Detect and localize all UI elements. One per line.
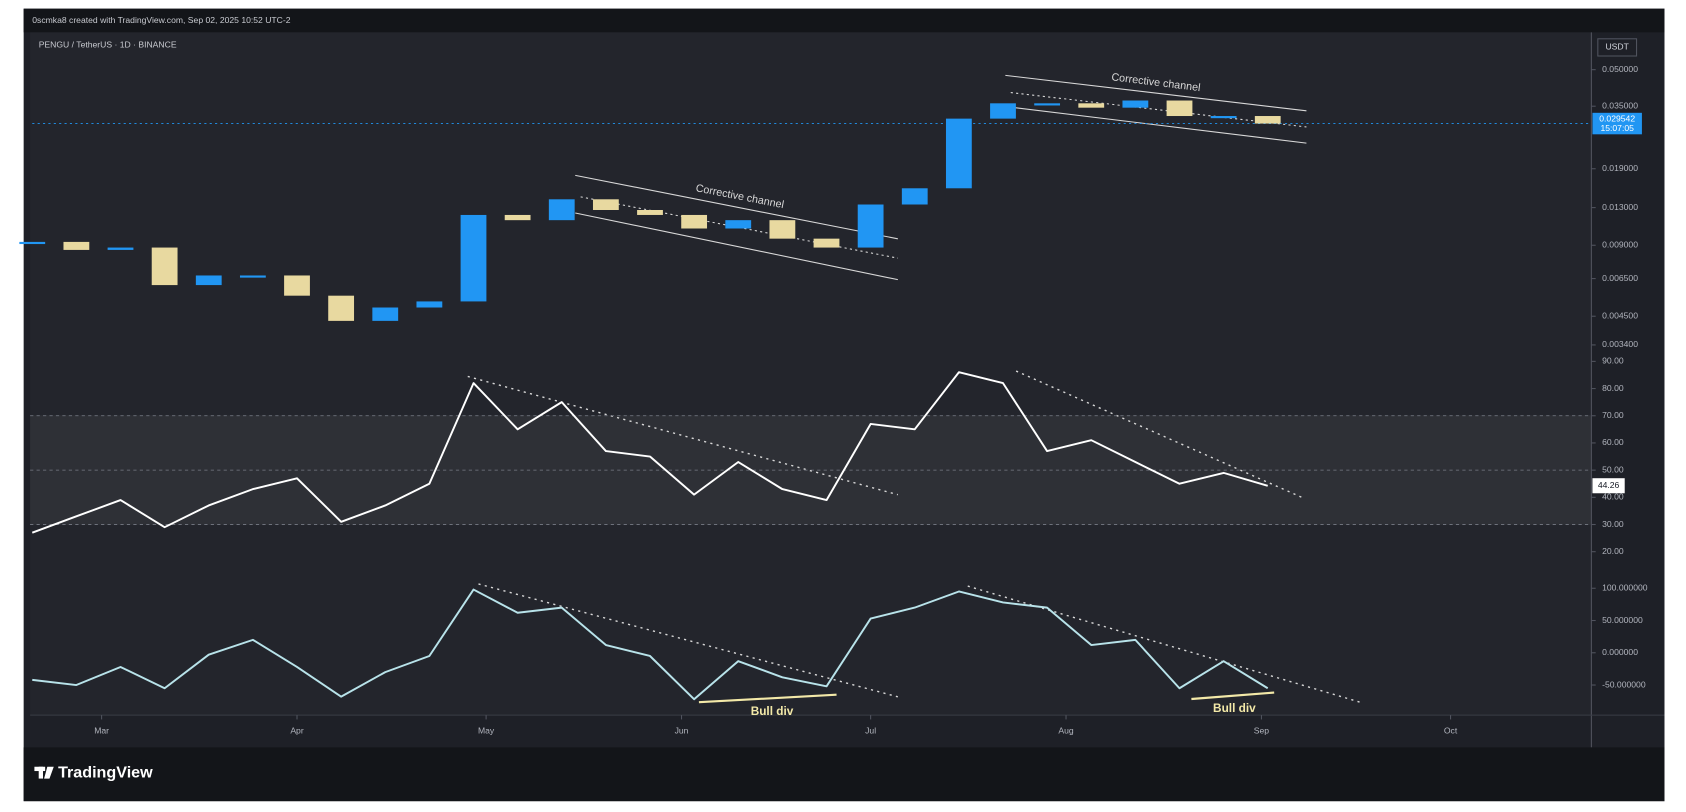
y-tick-label: 0.006500	[1602, 273, 1638, 283]
y-tick-label: 70.00	[1602, 410, 1624, 420]
candle	[460, 214, 487, 302]
candle	[416, 301, 443, 308]
x-tick-label: Jul	[865, 726, 876, 736]
candle	[151, 247, 178, 286]
candle	[1078, 103, 1105, 108]
y-tick-label: 0.050000	[1602, 64, 1638, 74]
currency: USDT	[1605, 42, 1629, 52]
candle	[63, 241, 90, 250]
candle	[725, 220, 752, 229]
y-tick-label: -50.000000	[1602, 679, 1646, 689]
x-tick-label: Apr	[290, 726, 304, 736]
candle	[107, 247, 134, 250]
indicator-line	[31, 371, 1268, 534]
x-tick-label: Mar	[94, 726, 109, 736]
y-tick-label: 0.009000	[1602, 240, 1638, 250]
symbol: PENGU / TetherUS · 1D · BINANCE	[39, 40, 177, 50]
value-tag-label: 44.26	[1598, 480, 1620, 490]
tv-logo	[34, 766, 54, 779]
x-tick-label: May	[478, 726, 495, 736]
candle	[1034, 103, 1061, 106]
y-tick-label: 90.00	[1602, 356, 1624, 366]
candle	[813, 238, 840, 248]
candle	[637, 209, 663, 215]
x-tick-label: Aug	[1058, 726, 1074, 736]
candle	[1254, 116, 1281, 124]
candle	[769, 220, 796, 239]
candle	[592, 199, 619, 210]
candle	[857, 204, 884, 248]
candle	[945, 118, 972, 189]
y-tick-label: 30.00	[1602, 519, 1624, 529]
candle	[239, 275, 266, 278]
candle	[195, 275, 222, 286]
y-tick-label: 20.00	[1602, 546, 1624, 556]
bull-div-lines	[698, 691, 1275, 704]
candle	[1122, 100, 1149, 108]
candle	[328, 295, 355, 321]
x-tick-label: Sep	[1254, 726, 1270, 736]
y-tick-label: 0.004500	[1602, 310, 1638, 320]
plot-area	[30, 32, 1592, 716]
y-tick-label: 100.000000	[1602, 583, 1648, 593]
candle	[372, 307, 399, 321]
candle	[504, 214, 531, 221]
candle	[990, 103, 1016, 119]
y-tick-label: 0.035000	[1602, 100, 1638, 110]
trend-lines	[467, 370, 1361, 703]
x-tick-label: Jun	[675, 726, 689, 736]
brand: TradingView	[58, 763, 153, 781]
y-tick-label: 0.019000	[1602, 163, 1638, 173]
candle	[901, 188, 928, 205]
price-tag	[1592, 112, 1642, 135]
candle	[284, 275, 310, 296]
x-tick-label: Oct	[1444, 726, 1458, 736]
candle	[548, 199, 575, 221]
y-tick-label: 50.00	[1602, 464, 1624, 474]
price-tag-label: 0.029542	[1599, 114, 1635, 124]
y-tick-label: 80.00	[1602, 383, 1624, 393]
value-tag	[1592, 478, 1625, 494]
candle	[1210, 116, 1237, 119]
candle	[681, 214, 708, 229]
bottom-bar	[23, 747, 1665, 802]
y-tick-label: 50.000000	[1602, 615, 1643, 625]
countdown: 15:07:05	[1600, 123, 1634, 133]
watermark: 0scmka8 created with TradingView.com, Se…	[32, 15, 290, 25]
y-tick-label: 60.00	[1602, 437, 1624, 447]
y-tick-label: 0.013000	[1602, 202, 1638, 212]
annotation: Bull div	[1213, 701, 1256, 715]
y-tick-label: 0.003400	[1602, 339, 1638, 349]
indicator-line	[32, 588, 1269, 701]
candle	[1166, 100, 1193, 117]
currency-box	[1597, 38, 1638, 57]
annotation: Bull div	[751, 704, 794, 718]
candle	[19, 241, 46, 245]
y-tick-label: 0.000000	[1602, 647, 1638, 657]
top-bar	[23, 8, 1665, 33]
y-tick-label: 40.00	[1602, 492, 1624, 502]
